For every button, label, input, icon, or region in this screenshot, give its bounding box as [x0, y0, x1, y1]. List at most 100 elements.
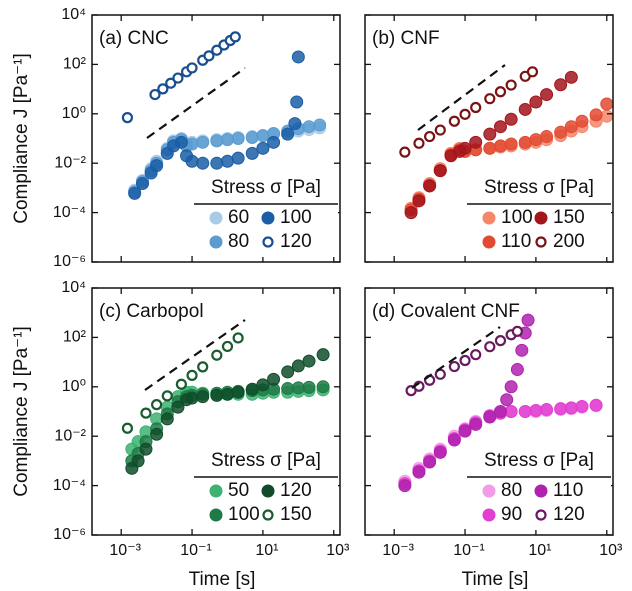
data-point [210, 156, 224, 170]
data-point [245, 130, 259, 144]
axes-frame [91, 287, 341, 536]
legend-label: 80 [228, 231, 249, 252]
data-point [221, 340, 234, 353]
data-point [232, 332, 244, 344]
y-tick-label: 10⁰ [62, 378, 86, 395]
data-point [203, 50, 215, 62]
plot-area [399, 66, 613, 220]
y-tick-label: 10⁻⁴ [53, 477, 86, 494]
data-point [302, 354, 316, 368]
data-point [529, 133, 543, 147]
legend-label: 150 [553, 207, 585, 228]
legend-marker [261, 484, 275, 498]
data-point [511, 325, 523, 337]
data-point [470, 101, 482, 114]
data-point [483, 141, 497, 155]
legend-marker [209, 211, 223, 225]
legend-label: 120 [280, 480, 312, 501]
data-point [540, 130, 554, 144]
axes-frame [364, 287, 614, 536]
y-tick-label: 10⁰ [62, 105, 86, 122]
data-point [196, 156, 210, 170]
data-point [229, 31, 241, 43]
data-point [424, 130, 436, 143]
data-point [231, 151, 245, 165]
data-point [197, 361, 209, 373]
slope-guide [411, 326, 501, 389]
x-tick-label: 10³ [326, 542, 350, 559]
data-point [128, 186, 142, 200]
data-point [413, 137, 425, 149]
data-point [186, 62, 198, 74]
data-point [518, 102, 532, 116]
data-point [185, 154, 199, 168]
legend-label: 120 [280, 231, 312, 252]
data-point [459, 108, 471, 120]
data-point [600, 97, 613, 111]
data-point [316, 380, 330, 394]
data-point [504, 137, 518, 151]
slope-guide [146, 67, 246, 139]
data-point [291, 359, 305, 373]
legend-marker [482, 211, 496, 225]
data-point [484, 93, 496, 105]
data-point [245, 146, 259, 160]
legend-label: 100 [501, 207, 533, 228]
legend-marker [262, 236, 274, 248]
legend-marker [535, 509, 547, 521]
legend-label: 150 [280, 504, 312, 525]
axes-frame [364, 14, 614, 263]
data-point [281, 365, 295, 379]
data-point [185, 391, 199, 405]
data-point [433, 445, 447, 459]
data-point [288, 117, 302, 131]
data-point [483, 410, 497, 424]
data-point [518, 135, 532, 149]
data-point [433, 164, 447, 178]
legend-marker [482, 484, 496, 498]
data-point [172, 72, 184, 84]
data-point [185, 137, 199, 151]
x-tick-label: 10⁻¹ [453, 542, 485, 559]
legend-label: 90 [501, 504, 522, 525]
axes-frame [91, 14, 341, 263]
x-axis-label: Time [s] [462, 569, 529, 590]
panel-title: (b) CNF [372, 28, 440, 49]
x-tick-label: 10¹ [255, 542, 278, 559]
data-point [494, 335, 507, 347]
data-point [526, 66, 539, 78]
data-point [540, 88, 554, 102]
plot-area [121, 31, 327, 200]
y-tick-label: 10⁻² [54, 154, 86, 171]
x-tick-label: 10³ [599, 542, 623, 559]
y-axis-label: Compliance J [Pa⁻¹] [11, 53, 32, 224]
data-point [504, 380, 518, 394]
data-point [448, 360, 460, 373]
data-point [150, 427, 164, 441]
data-point [458, 141, 472, 155]
data-point [281, 127, 295, 141]
legend-marker [262, 509, 274, 521]
legend-title: Stress σ [Pa] [484, 450, 594, 471]
data-point [505, 79, 517, 91]
data-point [196, 390, 210, 404]
data-point [174, 135, 188, 149]
data-point [316, 348, 330, 362]
data-point [589, 398, 603, 412]
data-point [211, 44, 223, 56]
data-point [220, 133, 234, 147]
data-point [494, 86, 507, 98]
data-point [500, 393, 514, 407]
panel-title: (d) Covalent CNF [372, 301, 520, 322]
data-point [447, 433, 461, 447]
slope-guide [144, 319, 246, 391]
data-point [515, 343, 529, 357]
legend-marker [209, 484, 223, 498]
data-point [165, 77, 177, 89]
data-point [313, 118, 327, 132]
data-point [210, 388, 224, 402]
legend-label: 200 [553, 231, 585, 252]
data-point [493, 120, 507, 134]
plot-area [398, 313, 603, 493]
